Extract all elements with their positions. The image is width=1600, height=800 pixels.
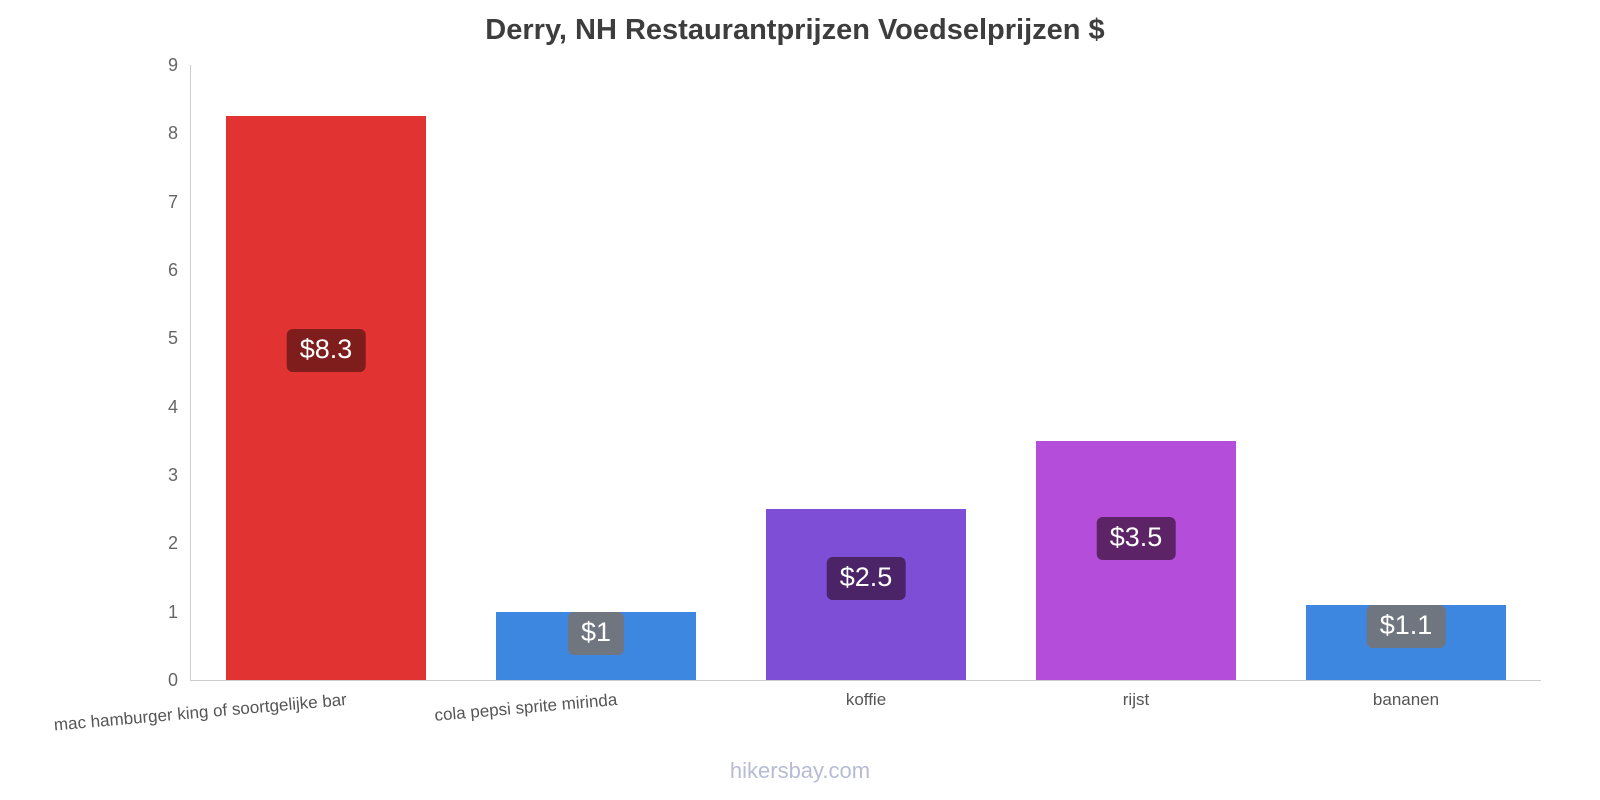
x-axis-label: bananen xyxy=(1372,690,1440,709)
y-axis: 0 1 2 3 4 5 6 7 8 9 xyxy=(118,55,178,690)
y-tick-label: 8 xyxy=(167,123,178,144)
bar[interactable]: $1 xyxy=(496,611,696,680)
y-tick-label: 7 xyxy=(167,191,178,212)
bar-value-label: $8.3 xyxy=(286,329,366,373)
y-tick-label: 2 xyxy=(167,533,178,554)
bar-slot: $8.3 mac hamburger king of soortgelijke b… xyxy=(53,65,461,735)
x-axis-label: mac hamburger king of soortgelijke bar xyxy=(53,690,348,735)
y-tick-label: 5 xyxy=(167,328,178,349)
footer-link[interactable]: hikersbay.com xyxy=(729,758,871,783)
y-tick-label: 6 xyxy=(167,260,178,280)
bar[interactable]: $2.5 xyxy=(766,509,966,680)
bar[interactable]: $8.3 xyxy=(226,116,426,680)
y-tick-label: 9 xyxy=(167,55,178,75)
plot-area: $8.3 mac hamburger king of soortgelijke b… xyxy=(53,65,1541,735)
bar-slot: $1 cola pepsi sprite mirinda xyxy=(433,65,731,725)
x-axis-label: rijst xyxy=(1122,690,1150,709)
bar-value-label: $1.1 xyxy=(1366,604,1446,648)
bar-slot: $2.5 koffie xyxy=(731,65,1001,709)
x-axis-label: koffie xyxy=(845,690,887,709)
chart-title: Derry, NH Restaurantprijzen Voedselprijz… xyxy=(485,14,1105,46)
y-tick-label: 3 xyxy=(167,465,178,485)
y-tick-label: 0 xyxy=(167,670,178,690)
bar-slot: $3.5 rijst xyxy=(1001,65,1271,709)
bar-value-label: $2.5 xyxy=(826,556,906,600)
bar[interactable]: $3.5 xyxy=(1036,440,1236,680)
y-tick-label: 4 xyxy=(167,396,178,417)
bar-value-label: $1 xyxy=(567,611,625,655)
x-axis-label: cola pepsi sprite mirinda xyxy=(433,690,618,725)
bar-slot: $1.1 bananen xyxy=(1271,65,1541,709)
bar-value-label: $3.5 xyxy=(1096,517,1176,561)
bar[interactable]: $1.1 xyxy=(1306,604,1506,680)
y-tick-label: 1 xyxy=(167,601,178,622)
